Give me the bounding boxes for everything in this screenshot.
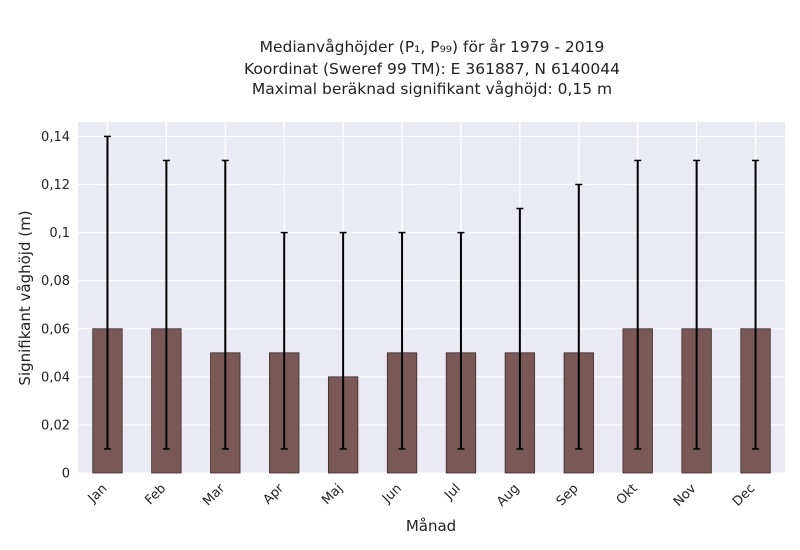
title-line-2: Koordinat (Sweref 99 TM): E 361887, N 61…	[244, 60, 620, 78]
x-axis-ticks: Jan Feb Mar Apr Maj Jun Jul Aug Sep Okt Nov Dec	[85, 481, 759, 510]
error-bar-sep	[575, 183, 583, 450]
x-tick-label: Aug	[494, 481, 523, 510]
x-axis-label: Månad	[406, 517, 456, 535]
error-bar-jul	[457, 231, 465, 450]
chart-title: Medianvåghöjder (P₁, P₉₉) för år 1979 - …	[244, 38, 620, 98]
x-tick-label: Sep	[554, 481, 582, 509]
y-tick-label: 0	[62, 467, 70, 482]
error-bar-maj	[339, 231, 347, 450]
y-tick-label: 0,14	[41, 130, 70, 145]
error-bar-nov	[693, 159, 701, 450]
x-tick-label: Mar	[200, 481, 228, 509]
y-tick-label: 0,02	[41, 418, 70, 433]
plot-area	[78, 122, 785, 473]
error-bar-jan	[103, 135, 111, 450]
title-line-1: Medianvåghöjder (P₁, P₉₉) för år 1979 - …	[260, 38, 605, 56]
y-tick-label: 0,08	[41, 274, 70, 289]
y-axis-ticks: 0 0,02 0,04 0,06 0,08 0,1 0,12 0,14	[41, 130, 70, 482]
error-bars	[103, 135, 760, 450]
y-axis-label: Signifikant våghöjd (m)	[16, 210, 34, 385]
x-tick-label: Jan	[85, 481, 110, 506]
y-tick-label: 0,1	[49, 226, 70, 241]
x-tick-label: Okt	[614, 481, 641, 508]
error-bar-jun	[398, 231, 406, 450]
error-bar-dec	[752, 159, 760, 450]
x-tick-label: Jul	[441, 481, 463, 503]
error-bar-okt	[634, 159, 642, 450]
y-tick-label: 0,04	[41, 370, 70, 385]
error-bar-apr	[280, 231, 288, 450]
y-tick-label: 0,06	[41, 322, 70, 337]
x-tick-label: Nov	[671, 481, 700, 510]
x-tick-label: Apr	[261, 481, 288, 508]
y-tick-label: 0,12	[41, 178, 70, 193]
title-line-3: Maximal beräknad signifikant våghöjd: 0,…	[252, 80, 612, 98]
error-bar-mar	[221, 159, 229, 450]
x-tick-label: Maj	[319, 481, 346, 508]
error-bar-aug	[516, 207, 524, 450]
x-tick-label: Dec	[730, 481, 758, 509]
x-tick-label: Jun	[379, 481, 405, 507]
x-tick-label: Feb	[142, 481, 169, 508]
error-bar-feb	[162, 159, 170, 450]
